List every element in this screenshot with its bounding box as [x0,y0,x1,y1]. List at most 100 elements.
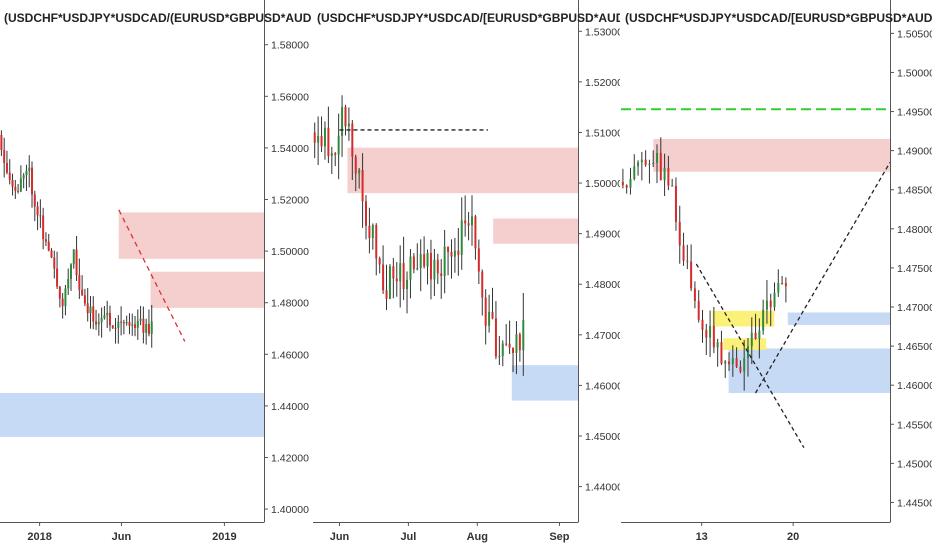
candle-body [69,264,72,280]
chart-svg-1[interactable]: 1.58000 1.56000 1.54000 1.52000 1.50000 1.480… [0,0,312,550]
time-tick-label: Aug [467,531,488,543]
candle-body [50,250,53,258]
candle-body [518,334,521,351]
dash-line-2[interactable] [695,263,805,449]
candle-body [75,249,78,276]
candle-body [491,311,494,319]
candle-body [111,325,114,328]
candle-body [150,321,153,334]
candle-body [67,279,70,289]
candle-body [371,225,374,239]
candle-body [3,149,6,163]
supply-zone-1[interactable] [653,138,890,172]
candle-body [743,357,746,372]
candle-body [457,250,460,255]
chart-panel-1[interactable]: 1.58000 1.56000 1.54000 1.52000 1.50000 1.480… [0,0,312,550]
candle-body [47,241,50,251]
chart-panel-3[interactable]: 1.50500 1.50000 1.49500 1.49000 1.48500 1.480… [621,0,932,550]
price-tick-label: 1.49000 [897,146,932,158]
demand-zone-3[interactable] [0,393,264,437]
dash-line-3[interactable] [754,162,891,394]
candle-body [674,185,677,222]
supply-zone-2[interactable] [150,271,264,308]
price-tick-label: 1.46500 [897,341,932,353]
candle-body [142,318,145,333]
candle-body [61,298,64,307]
time-tick-label: 2018 [27,531,51,543]
candle-body [477,248,480,272]
candle-body [31,167,34,195]
chart-svg-3[interactable]: 1.50500 1.50000 1.49500 1.49000 1.48500 1.480… [621,0,932,550]
price-tick-label: 1.52000 [585,77,620,89]
candle-body [97,322,100,325]
candle-body [53,257,56,269]
supply-zone-2[interactable] [493,218,578,244]
candle-body [484,297,487,326]
price-tick-label: 1.56000 [271,91,309,103]
candle-body [648,163,651,165]
demand-zone-3[interactable] [728,348,890,393]
candle-body [313,132,316,143]
candle-body [693,288,696,301]
chart-panel-2[interactable]: 1.53000 1.52000 1.51000 1.50000 1.49000 1.480… [313,0,620,550]
candle-body [716,342,719,348]
candle-body [443,246,446,277]
demand-zone-2[interactable] [787,312,890,325]
chart-svg-2[interactable]: 1.53000 1.52000 1.51000 1.50000 1.49000 1.480… [313,0,620,550]
candle-body [498,356,501,358]
candle-body [406,279,409,290]
price-tick-label: 1.49500 [897,107,932,119]
candle-body [17,190,20,192]
candle-body [659,152,662,181]
candle-body [354,156,357,174]
candle-body [0,135,3,150]
highlight-zone-4[interactable] [712,310,775,327]
candle-body [781,283,784,285]
demand-zone-3[interactable] [511,365,578,401]
price-tick-label: 1.45000 [585,431,620,443]
candle-body [39,215,42,217]
candle-body [705,329,708,338]
candle-body [344,106,347,127]
candle-body [56,268,59,287]
candle-body [392,266,395,279]
candle-body [81,289,84,296]
candle-body [122,322,125,324]
candle-body [5,162,8,173]
candle-body [765,300,768,310]
candle-body [365,201,367,226]
price-tick-label: 1.44000 [271,401,309,413]
time-tick-label: Jun [330,531,350,543]
candle-body [423,254,426,267]
candle-body [19,178,22,192]
time-tick-label: Jun [112,531,132,543]
candle-body [361,170,364,202]
candle-body [368,225,371,239]
candle-body [501,343,504,357]
candle-body [375,225,378,259]
candle-body [25,170,28,176]
candle-body [633,166,636,179]
supply-zone-1[interactable] [347,147,578,194]
candle-body [136,320,139,328]
price-tick-label: 1.50000 [585,178,620,190]
candle-body [644,159,647,165]
candle-body [625,185,628,188]
candle-body [402,263,405,290]
candle-body [92,306,95,322]
supply-zone-1[interactable] [118,212,264,259]
candle-body [58,286,61,299]
price-tick-label: 1.48000 [585,279,620,291]
highlight-zone-5[interactable] [723,338,767,350]
candle-body [690,261,693,289]
candle-body [14,186,17,191]
candle-body [128,321,131,326]
candle-body [512,347,515,353]
price-tick-label: 1.58000 [271,40,309,52]
candle-body [42,215,45,240]
candle-body [11,179,14,187]
candle-body [436,259,439,274]
candle-body [671,185,674,187]
red-dash-line-1[interactable] [118,209,186,342]
time-tick-label: Jul [400,531,416,543]
